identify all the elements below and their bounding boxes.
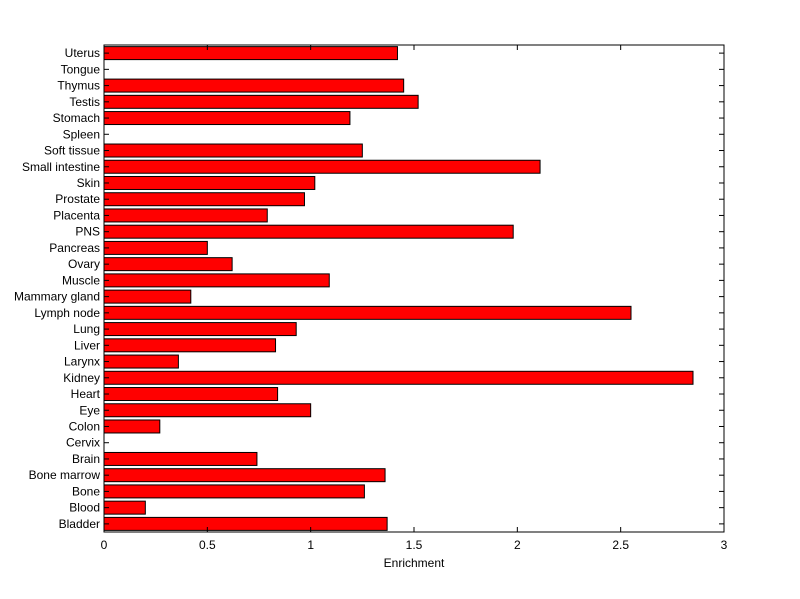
y-tick-label: Ovary xyxy=(68,257,100,271)
bar-heart xyxy=(103,387,279,402)
x-tick-label: 1 xyxy=(307,538,314,552)
axes-group xyxy=(103,44,725,533)
y-tick-label: Eye xyxy=(79,403,100,417)
bar-pns xyxy=(103,224,514,239)
x-tick-label: 2 xyxy=(514,538,521,552)
bar-mammary-gland xyxy=(103,289,192,304)
bar-thymus xyxy=(103,78,405,93)
y-tick-label: Muscle xyxy=(62,273,100,287)
bar-larynx xyxy=(103,354,179,369)
x-tick-label: 0 xyxy=(101,538,108,552)
bar-bone xyxy=(103,484,365,499)
y-tick-label: Skin xyxy=(77,176,100,190)
y-tick-label: Uterus xyxy=(65,46,100,60)
bar-ovary xyxy=(103,257,233,272)
bar-lymph-node xyxy=(103,305,632,320)
y-tick-label: Small intestine xyxy=(22,160,100,174)
y-tick-label: Lung xyxy=(73,322,100,336)
bar-soft-tissue xyxy=(103,143,363,158)
x-tick-label: 2.5 xyxy=(612,538,629,552)
bars-group xyxy=(103,46,694,531)
x-tick-label: 1.5 xyxy=(406,538,423,552)
bar-pancreas xyxy=(103,240,208,255)
y-tick-label: Prostate xyxy=(55,192,100,206)
y-tick-label: Cervix xyxy=(66,436,100,450)
y-tick-label: Bladder xyxy=(59,517,100,531)
bar-brain xyxy=(103,451,258,466)
y-tick-label: PNS xyxy=(75,225,100,239)
y-tick-label: Lymph node xyxy=(34,306,100,320)
bar-testis xyxy=(103,94,419,109)
bar-skin xyxy=(103,175,316,190)
y-tick-label: Kidney xyxy=(63,371,100,385)
y-tick-label: Bone xyxy=(72,484,100,498)
bar-muscle xyxy=(103,273,330,288)
y-tick-label: Thymus xyxy=(57,79,100,93)
y-tick-label: Blood xyxy=(69,501,100,515)
y-tick-label: Brain xyxy=(72,452,100,466)
x-tick-label: 3 xyxy=(721,538,728,552)
x-tick-label: 0.5 xyxy=(199,538,216,552)
bar-eye xyxy=(103,403,312,418)
bar-liver xyxy=(103,338,277,353)
y-tick-label: Pancreas xyxy=(49,241,100,255)
bar-bone-marrow xyxy=(103,468,386,483)
y-tick-label: Tongue xyxy=(61,62,101,76)
y-tick-label: Stomach xyxy=(53,111,100,125)
y-tick-label: Larynx xyxy=(64,355,100,369)
y-tick-labels: Uterus Tongue Thymus Testis Stomach Spleen Sof… xyxy=(14,46,101,531)
bar-placenta xyxy=(103,208,268,223)
bar-kidney xyxy=(103,370,694,385)
y-tick-label: Colon xyxy=(69,419,100,433)
bar-small-intestine xyxy=(103,159,541,174)
x-tick-labels: 0 0.5 1 1.5 2 2.5 3 xyxy=(101,538,728,552)
bar-uterus xyxy=(103,46,398,61)
y-tick-label: Spleen xyxy=(63,127,100,141)
y-tick-label: Placenta xyxy=(53,208,100,222)
bar-colon xyxy=(103,419,161,434)
bar-prostate xyxy=(103,192,305,207)
bar-blood xyxy=(103,500,146,515)
bar-lung xyxy=(103,322,297,337)
bar-bladder xyxy=(103,516,388,531)
x-axis-label: Enrichment xyxy=(384,556,445,570)
y-tick-label: Liver xyxy=(74,338,100,352)
y-tick-label: Bone marrow xyxy=(29,468,101,482)
y-tick-label: Mammary gland xyxy=(14,290,100,304)
bar-stomach xyxy=(103,111,351,126)
y-tick-label: Soft tissue xyxy=(44,144,100,158)
y-tick-label: Heart xyxy=(71,387,101,401)
y-tick-label: Testis xyxy=(69,95,100,109)
